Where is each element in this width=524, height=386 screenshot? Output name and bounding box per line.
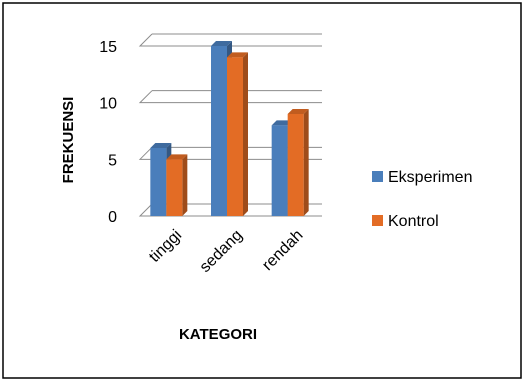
y-axis-title: FREKUENSI	[60, 97, 77, 184]
legend-label: Kontrol	[388, 213, 439, 230]
y-axis-ticks: 0 5 10 15	[99, 39, 117, 226]
y-tick-label: 5	[108, 152, 117, 169]
bar-front	[287, 114, 304, 216]
y-tick-label: 15	[99, 39, 117, 56]
bar	[287, 109, 309, 216]
legend: Eksperimen Kontrol	[372, 169, 472, 230]
bar-top	[150, 143, 172, 148]
bar-side	[182, 154, 188, 216]
bar-front	[150, 148, 167, 216]
chart-border	[2, 2, 522, 379]
bar-top	[227, 52, 248, 58]
x-axis-title: KATEGORI	[179, 326, 257, 343]
bar-side	[303, 109, 309, 216]
bar-top	[287, 109, 309, 114]
legend-swatch	[372, 171, 383, 182]
bar-front	[271, 125, 288, 216]
gridline	[138, 203, 322, 217]
bar-front	[211, 46, 227, 216]
gridline	[138, 90, 322, 104]
y-tick-label: 10	[99, 96, 117, 113]
y-tick-label: 0	[108, 209, 117, 226]
gridline	[138, 146, 322, 160]
legend-swatch	[372, 215, 383, 226]
bars	[150, 41, 309, 217]
bar-front	[166, 159, 183, 216]
bar-top	[166, 154, 188, 160]
bar-top	[271, 120, 293, 126]
bar-top	[211, 41, 232, 46]
bar	[166, 154, 188, 216]
bar-side	[243, 52, 248, 217]
gridline	[138, 33, 322, 47]
bar	[227, 52, 248, 217]
legend-label: Eksperimen	[388, 169, 472, 186]
bar-front	[227, 57, 243, 217]
